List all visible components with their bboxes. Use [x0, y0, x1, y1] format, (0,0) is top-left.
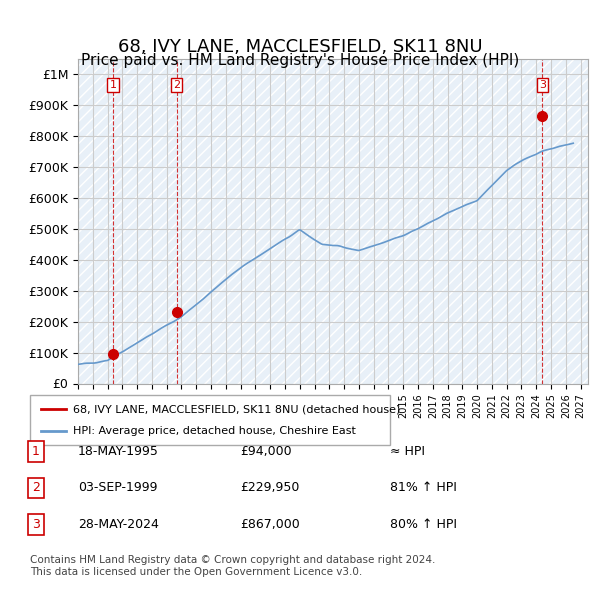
- Text: £867,000: £867,000: [240, 518, 300, 531]
- Text: 80% ↑ HPI: 80% ↑ HPI: [390, 518, 457, 531]
- Text: Contains HM Land Registry data © Crown copyright and database right 2024.
This d: Contains HM Land Registry data © Crown c…: [30, 555, 436, 577]
- Text: 03-SEP-1999: 03-SEP-1999: [78, 481, 157, 494]
- Text: 68, IVY LANE, MACCLESFIELD, SK11 8NU: 68, IVY LANE, MACCLESFIELD, SK11 8NU: [118, 38, 482, 57]
- Text: Price paid vs. HM Land Registry's House Price Index (HPI): Price paid vs. HM Land Registry's House …: [81, 53, 519, 68]
- Text: 2: 2: [173, 80, 180, 90]
- Text: £229,950: £229,950: [240, 481, 299, 494]
- FancyBboxPatch shape: [30, 395, 390, 445]
- Text: 3: 3: [539, 80, 546, 90]
- Text: 3: 3: [32, 518, 40, 531]
- Text: 1: 1: [32, 445, 40, 458]
- Text: HPI: Average price, detached house, Cheshire East: HPI: Average price, detached house, Ches…: [73, 427, 356, 437]
- Text: 2: 2: [32, 481, 40, 494]
- Text: ≈ HPI: ≈ HPI: [390, 445, 425, 458]
- Text: 1: 1: [110, 80, 116, 90]
- Text: 68, IVY LANE, MACCLESFIELD, SK11 8NU (detached house): 68, IVY LANE, MACCLESFIELD, SK11 8NU (de…: [73, 404, 401, 414]
- Text: 28-MAY-2024: 28-MAY-2024: [78, 518, 159, 531]
- Text: 81% ↑ HPI: 81% ↑ HPI: [390, 481, 457, 494]
- Text: 18-MAY-1995: 18-MAY-1995: [78, 445, 159, 458]
- Text: £94,000: £94,000: [240, 445, 292, 458]
